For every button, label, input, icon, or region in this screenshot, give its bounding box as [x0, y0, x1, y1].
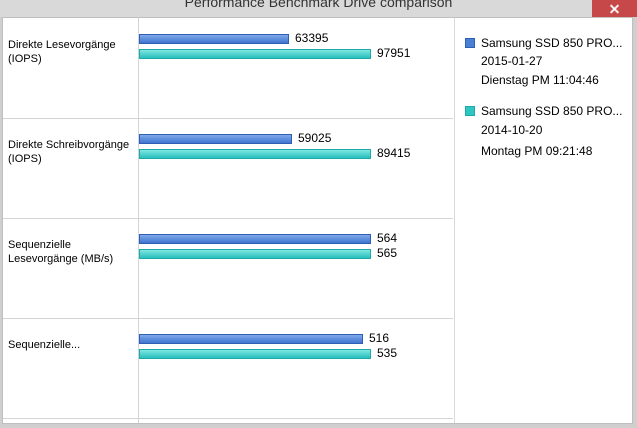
category-label-4: Sequenzielle...: [8, 338, 136, 352]
category-label-line: Direkte Schreibvorgänge: [8, 139, 130, 151]
category-label-line: (IOPS): [8, 53, 42, 65]
label-divider: [138, 18, 139, 423]
legend-time-2: Montag PM 09:21:48: [481, 144, 593, 158]
legend-drive-name-1: Samsung SSD 850 PRO...: [481, 36, 623, 50]
legend-time-1: Dienstag PM 11:04:46: [481, 73, 599, 87]
bar-series-2-cat-1: [139, 49, 371, 59]
value-label-series-2-cat-1: 97951: [377, 46, 411, 60]
bar-series-2-cat-4: [139, 349, 371, 359]
bar-series-1-cat-4: [139, 334, 363, 344]
title-bar: Performance Benchmark Drive comparison: [0, 0, 637, 17]
category-label-line: Direkte Lesevorgänge: [8, 39, 116, 51]
value-label-series-2-cat-4: 535: [377, 346, 398, 360]
value-label-series-1-cat-2: 59025: [298, 131, 332, 145]
value-label-series-1-cat-1: 63395: [295, 31, 329, 45]
legend-date-1: 2015-01-27: [481, 54, 543, 68]
category-label-line: Sequenzielle...: [8, 339, 81, 351]
chart-row-1: Direkte Lesevorgänge (IOPS) 63395 97951: [3, 18, 453, 119]
category-label-3: Sequenzielle Lesevorgänge (MB/s): [8, 238, 136, 266]
category-label-2: Direkte Schreibvorgänge (IOPS): [8, 138, 136, 166]
legend-swatch-2: [465, 106, 475, 116]
legend-drive-name-2: Samsung SSD 850 PRO...: [481, 104, 623, 118]
category-label-line: (IOPS): [8, 153, 42, 165]
bar-series-2-cat-3: [139, 249, 371, 259]
value-label-series-2-cat-2: 89415: [377, 146, 411, 160]
category-label-line: Lesevorgänge (MB/s): [8, 253, 114, 265]
category-label-1: Direkte Lesevorgänge (IOPS): [8, 38, 136, 66]
bar-series-1-cat-3: [139, 234, 371, 244]
chart-row-3: Sequenzielle Lesevorgänge (MB/s) 564 565: [3, 218, 453, 319]
value-label-series-2-cat-3: 565: [377, 246, 398, 260]
window-title: Performance Benchmark Drive comparison: [184, 0, 453, 10]
bar-chart: Direkte Lesevorgänge (IOPS) 63395 97951 Dire…: [3, 18, 455, 423]
value-label-series-1-cat-4: 516: [369, 331, 390, 345]
legend-date-2: 2014-10-20: [481, 123, 543, 137]
close-button[interactable]: [592, 0, 637, 17]
category-label-line: Sequenzielle: [8, 239, 71, 251]
bar-series-2-cat-2: [139, 149, 371, 159]
legend-swatch-1: [465, 38, 475, 48]
chart-row-2: Direkte Schreibvorgänge (IOPS) 59025 89415: [3, 118, 453, 219]
bar-series-1-cat-1: [139, 34, 289, 44]
chart-row-4: Sequenzielle... 516 535: [3, 318, 453, 419]
bar-series-1-cat-2: [139, 134, 292, 144]
comparison-panel: Direkte Lesevorgänge (IOPS) 63395 97951 Dire…: [2, 17, 633, 424]
value-label-series-1-cat-3: 564: [377, 231, 398, 245]
